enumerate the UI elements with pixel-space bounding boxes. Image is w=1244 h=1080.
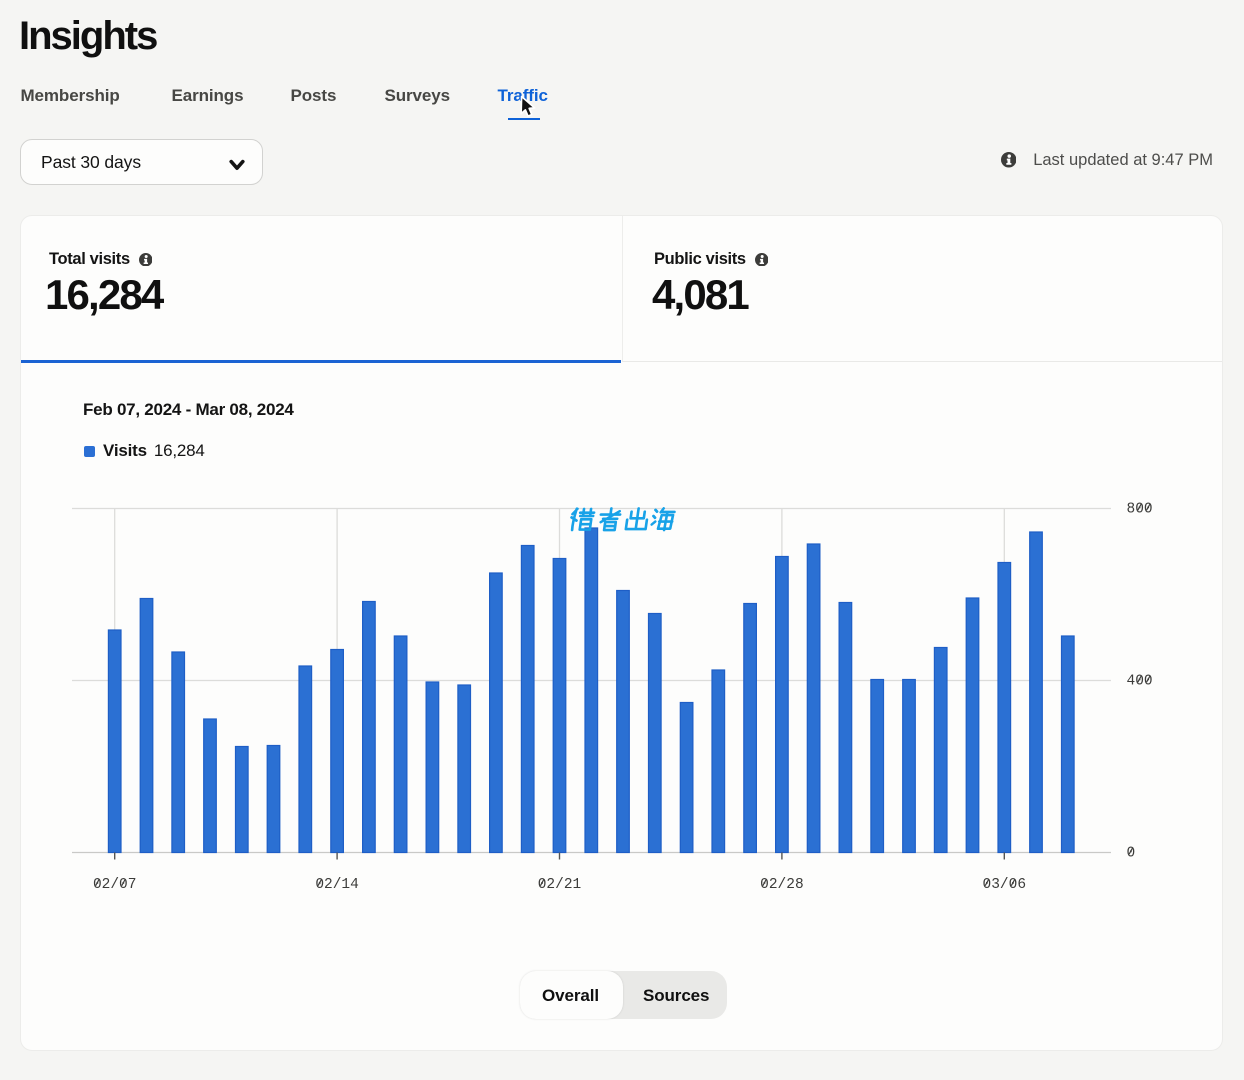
svg-text:0: 0 — [1127, 846, 1136, 862]
svg-text:02/28: 02/28 — [760, 877, 804, 893]
svg-text:03/06: 03/06 — [983, 877, 1027, 893]
svg-text:400: 400 — [1127, 674, 1153, 690]
svg-text:800: 800 — [1127, 502, 1153, 518]
svg-text:02/21: 02/21 — [538, 877, 582, 893]
svg-text:02/14: 02/14 — [315, 877, 359, 893]
svg-text:02/07: 02/07 — [93, 877, 137, 893]
